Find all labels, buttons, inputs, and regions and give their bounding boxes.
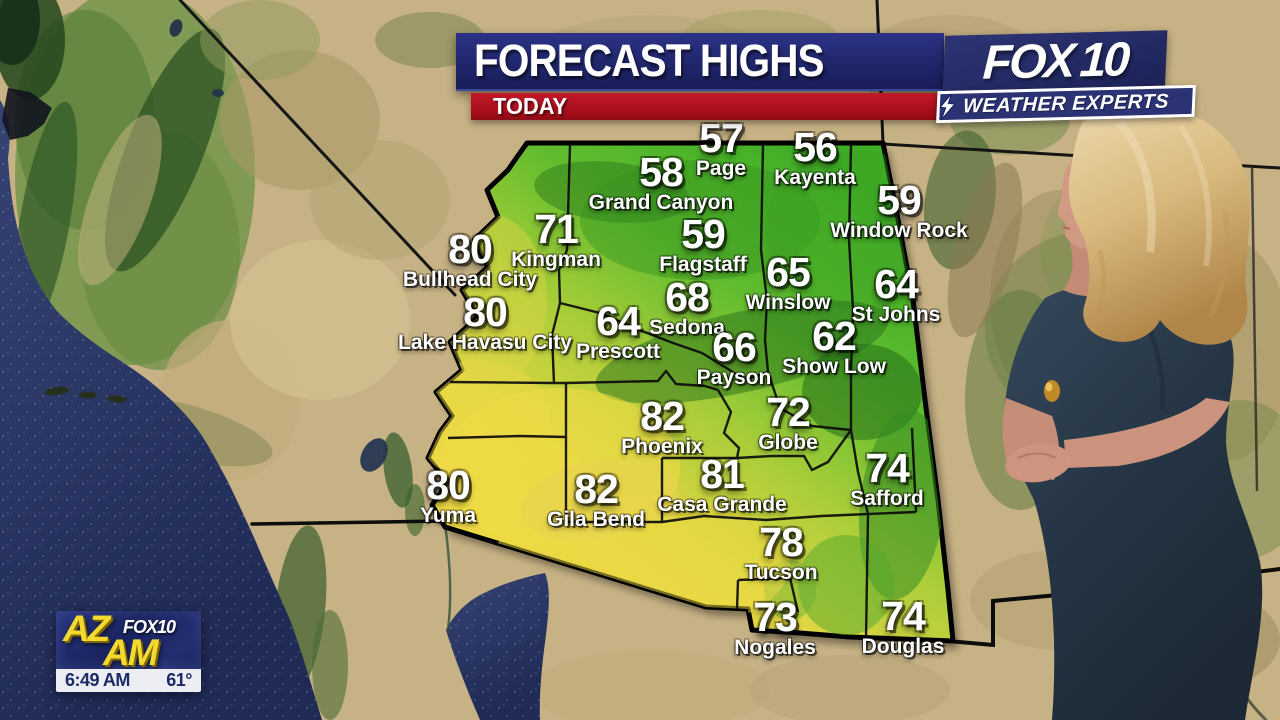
- city-temp: 80: [463, 289, 508, 335]
- city-name: Phoenix: [621, 434, 703, 458]
- experts-label: EXPERTS: [1071, 89, 1170, 115]
- city-forecast-tucson: 78 Tucson: [744, 519, 818, 584]
- current-temp: 61°: [166, 670, 192, 690]
- city-forecast-kingman: 71 Kingman: [511, 206, 601, 271]
- city-forecast-prescott: 64 Prescott: [575, 298, 661, 363]
- city-name: Grand Canyon: [588, 190, 734, 214]
- city-name: Tucson: [744, 560, 818, 584]
- city-name: Sedona: [649, 315, 725, 339]
- city-temp: 74: [865, 445, 910, 491]
- city-temp: 59: [877, 177, 922, 223]
- city-name: Safford: [850, 486, 924, 510]
- city-name: Window Rock: [830, 218, 968, 242]
- city-name: Prescott: [575, 339, 661, 363]
- city-temp: 58: [639, 149, 684, 195]
- city-forecast-winslow: 65 Winslow: [745, 249, 831, 314]
- city-temp: 74: [881, 593, 926, 639]
- city-temp: 65: [766, 249, 811, 295]
- city-forecast-douglas: 74 Douglas: [861, 593, 945, 658]
- city-name: Winslow: [745, 290, 831, 314]
- city-name: Nogales: [734, 635, 816, 659]
- azam-am-text: AM: [103, 632, 159, 669]
- city-temp: 62: [812, 313, 857, 359]
- city-forecast-phoenix: 82 Phoenix: [621, 393, 703, 458]
- city-temp: 57: [699, 115, 744, 161]
- county-borders: [447, 144, 918, 639]
- today-banner: TODAY: [471, 93, 944, 120]
- city-forecast-sedona: 68 Sedona: [649, 274, 725, 339]
- city-name: Page: [695, 156, 747, 180]
- city-temp: 71: [534, 206, 579, 252]
- city-name: Casa Grande: [657, 492, 787, 516]
- city-temp: 72: [766, 389, 811, 435]
- city-temp: 82: [640, 393, 685, 439]
- city-forecast-page: 57 Page: [695, 115, 747, 180]
- city-temp: 80: [448, 226, 493, 272]
- azam-bug: AZ FOX10 AM 6:49 AM 61°: [56, 611, 201, 692]
- city-forecast-bullhead-city: 80 Bullhead City: [402, 226, 538, 291]
- city-name: Lake Havasu City: [398, 330, 572, 354]
- city-name: Gila Bend: [546, 507, 646, 531]
- city-forecast-flagstaff: 59 Flagstaff: [659, 211, 747, 276]
- channel-island: [107, 395, 127, 403]
- city-forecast-st-johns: 64 St Johns: [851, 261, 941, 326]
- city-name: Yuma: [419, 503, 477, 527]
- city-temp: 81: [700, 451, 745, 497]
- banner-title: FORECAST HIGHS: [474, 35, 825, 86]
- city-temp: 59: [681, 211, 726, 257]
- banner-subtitle: TODAY: [493, 93, 568, 119]
- city-forecast-safford: 74 Safford: [850, 445, 924, 510]
- fox10-logo: FOX 10: [942, 30, 1168, 93]
- city-forecast-grand-canyon: 58 Grand Canyon: [588, 149, 734, 214]
- current-time: 6:49 AM: [65, 670, 130, 690]
- azam-fox10-text: FOX10: [123, 617, 176, 637]
- channel-island: [79, 391, 97, 399]
- city-temp: 73: [753, 594, 798, 640]
- forecast-highs-banner: FORECAST HIGHS: [456, 33, 944, 91]
- city-name: St Johns: [851, 302, 941, 326]
- city-forecast-lake-havasu-city: 80 Lake Havasu City: [398, 289, 572, 354]
- city-name: Flagstaff: [659, 252, 747, 276]
- city-temp: 64: [596, 298, 641, 344]
- city-forecast-yuma: 80 Yuma: [419, 462, 477, 527]
- city-forecast-globe: 72 Globe: [758, 389, 818, 454]
- salton-sea: [360, 438, 388, 472]
- fox-logo-text: FOX: [981, 34, 1074, 90]
- lightning-bolt-icon: [939, 93, 956, 120]
- city-name: Kayenta: [774, 165, 856, 189]
- city-name: Globe: [758, 430, 818, 454]
- city-name: Show Low: [782, 354, 886, 378]
- city-name: Kingman: [511, 247, 601, 271]
- mono-lake: [212, 89, 224, 97]
- city-temp: 64: [874, 261, 919, 307]
- san-francisco-bay: [2, 88, 52, 140]
- city-temp: 68: [665, 274, 710, 320]
- time-temp-bar: 6:49 AM 61°: [56, 669, 201, 692]
- azam-az-text: AZ: [63, 611, 110, 649]
- city-temp: 66: [712, 324, 757, 370]
- city-forecast-kayenta: 56 Kayenta: [774, 124, 856, 189]
- city-name: Payson: [696, 365, 772, 389]
- city-forecast-casa-grande: 81 Casa Grande: [657, 451, 787, 516]
- city-forecast-show-low: 62 Show Low: [782, 313, 886, 378]
- city-forecast-nogales: 73 Nogales: [734, 594, 816, 659]
- city-forecast-gila-bend: 82 Gila Bend: [546, 466, 646, 531]
- city-temp: 82: [574, 466, 619, 512]
- city-name: Douglas: [861, 634, 945, 658]
- weather-label: WEATHER: [962, 92, 1067, 118]
- pacific-ocean: [0, 19, 549, 720]
- fox-logo-number: 10: [1078, 33, 1129, 88]
- lake-tahoe: [169, 19, 183, 37]
- city-forecast-window-rock: 59 Window Rock: [830, 177, 968, 242]
- azam-logo: AZ FOX10 AM: [56, 611, 201, 669]
- channel-island: [45, 386, 69, 396]
- city-temp: 78: [759, 519, 804, 565]
- city-temp: 80: [426, 462, 471, 508]
- city-temp: 56: [793, 124, 838, 170]
- city-forecast-payson: 66 Payson: [696, 324, 772, 389]
- city-name: Bullhead City: [402, 267, 538, 291]
- weather-experts-badge: WEATHER EXPERTS: [936, 84, 1196, 124]
